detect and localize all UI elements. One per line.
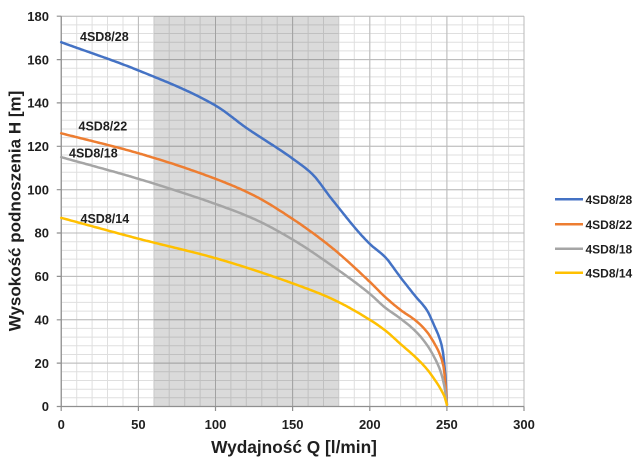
svg-text:0: 0 — [42, 399, 49, 414]
svg-text:4SD8/22: 4SD8/22 — [586, 218, 633, 232]
svg-text:0: 0 — [58, 417, 65, 432]
svg-text:4SD8/28: 4SD8/28 — [586, 193, 633, 207]
svg-text:80: 80 — [35, 226, 49, 241]
svg-text:40: 40 — [35, 313, 49, 328]
svg-text:4SD8/14: 4SD8/14 — [586, 266, 633, 280]
svg-text:160: 160 — [27, 52, 49, 67]
svg-text:120: 120 — [27, 139, 49, 154]
svg-text:4SD8/22: 4SD8/22 — [79, 120, 128, 134]
svg-text:50: 50 — [131, 417, 145, 432]
svg-text:250: 250 — [436, 417, 458, 432]
svg-text:4SD8/18: 4SD8/18 — [69, 147, 118, 161]
svg-text:140: 140 — [27, 96, 49, 111]
svg-text:4SD8/14: 4SD8/14 — [81, 212, 130, 226]
svg-text:Wysokość podnoszenia H [m]: Wysokość podnoszenia H [m] — [6, 91, 25, 332]
svg-text:200: 200 — [359, 417, 381, 432]
svg-text:4SD8/28: 4SD8/28 — [80, 30, 129, 44]
svg-text:150: 150 — [282, 417, 304, 432]
svg-text:4SD8/18: 4SD8/18 — [586, 242, 633, 256]
svg-text:300: 300 — [513, 417, 535, 432]
svg-text:20: 20 — [35, 356, 49, 371]
svg-text:Wydajność Q [l/min]: Wydajność Q [l/min] — [211, 437, 377, 457]
svg-text:60: 60 — [35, 269, 49, 284]
svg-text:100: 100 — [205, 417, 227, 432]
svg-text:100: 100 — [27, 182, 49, 197]
svg-text:180: 180 — [27, 9, 49, 24]
